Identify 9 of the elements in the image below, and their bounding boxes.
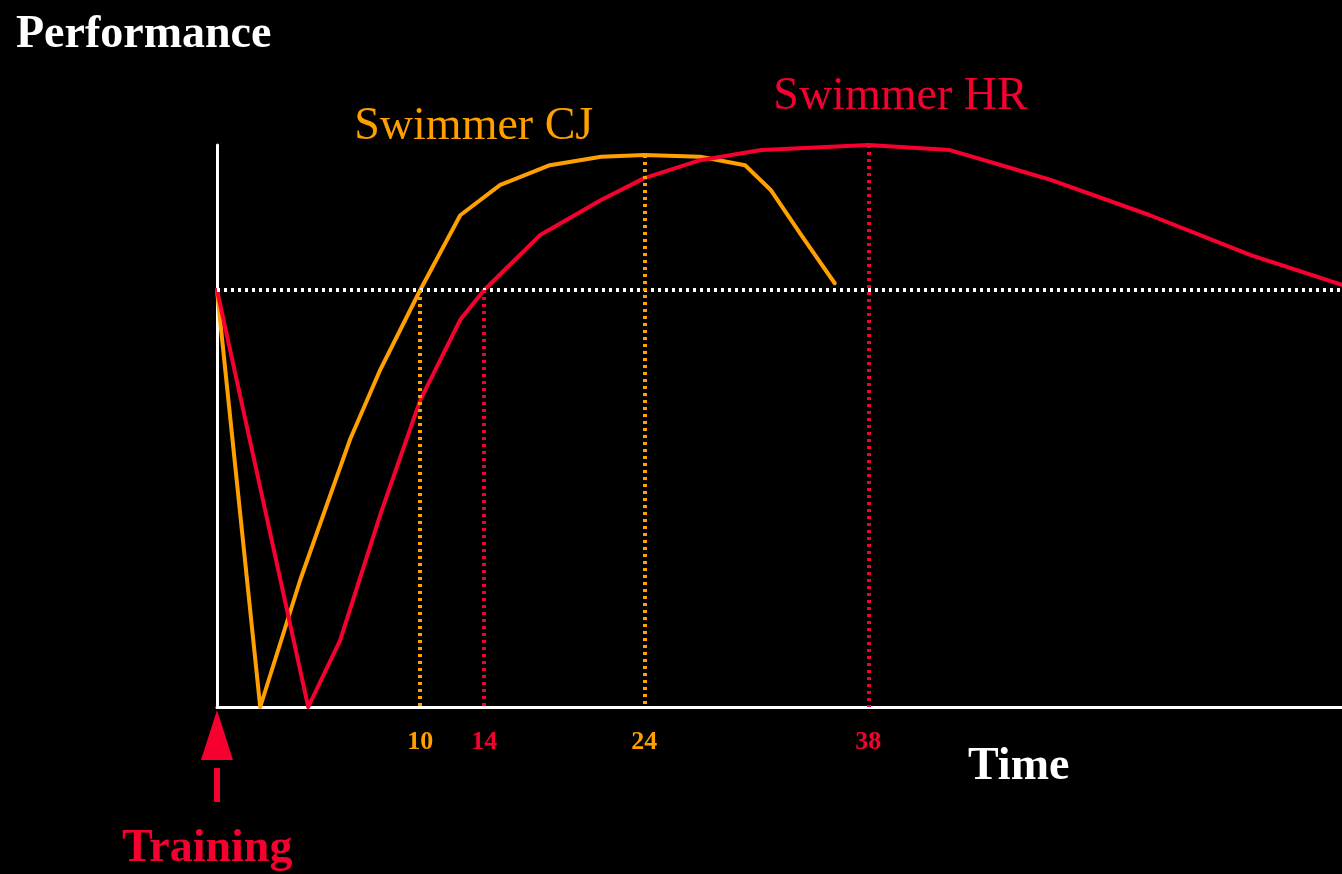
x-tick-label: 24 xyxy=(631,725,658,755)
x-axis-title: Time xyxy=(968,737,1070,789)
x-tick-label: 10 xyxy=(407,725,434,755)
series-label: Swimmer CJ xyxy=(354,97,594,149)
x-tick-label: 14 xyxy=(471,725,498,755)
y-axis-title: Performance xyxy=(16,5,272,57)
series-label: Swimmer HR xyxy=(773,67,1028,119)
x-tick-label: 38 xyxy=(855,725,882,755)
text: Training xyxy=(122,819,293,871)
